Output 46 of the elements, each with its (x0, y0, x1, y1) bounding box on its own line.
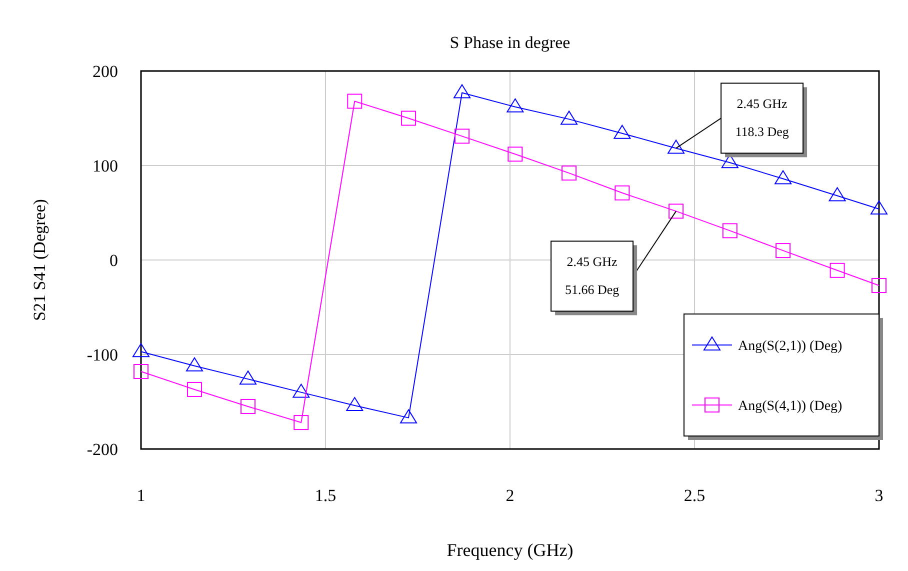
y-tick-label: 0 (110, 251, 118, 270)
point (614, 124, 631, 139)
point (668, 204, 684, 219)
point (508, 146, 523, 162)
point (454, 84, 471, 98)
point (347, 94, 362, 109)
x-tick-label: 1 (136, 486, 146, 505)
point (240, 370, 257, 385)
point (506, 98, 524, 112)
point (562, 166, 577, 181)
y-axis-title: S21 S41 (Degree) (30, 199, 49, 321)
point (346, 397, 364, 412)
y-tick-label: -100 (86, 346, 118, 364)
point (828, 187, 846, 202)
point (294, 415, 309, 430)
x-tick-label: 2.5 (684, 486, 706, 505)
x-tick-label: 3 (874, 486, 884, 505)
annotation: 2.45 GHz 118.3 Deg (735, 96, 790, 140)
point (870, 200, 888, 214)
point (774, 170, 792, 184)
point (132, 343, 150, 358)
point (722, 223, 738, 238)
point (401, 110, 416, 126)
point (614, 185, 630, 200)
point (240, 398, 256, 414)
point (292, 384, 310, 398)
point (186, 357, 204, 372)
y-tick-label: 100 (92, 156, 118, 176)
point (830, 262, 845, 278)
x-tick-label: 2 (506, 486, 514, 505)
legend-label: Ang(S(2,1)) (Deg) (738, 339, 843, 354)
point (776, 243, 791, 258)
point (187, 382, 202, 397)
chart-title: S Phase in degree (450, 33, 570, 52)
legend-label: Ang(S(4,1)) (Deg) (738, 399, 843, 414)
annotation: 2.45 GHz 51.66 Deg (564, 254, 620, 298)
point (668, 140, 685, 154)
point (872, 278, 886, 294)
point (134, 364, 148, 380)
x-tick-label: 1.5 (314, 486, 336, 505)
point (400, 409, 418, 424)
x-axis-title: Frequency (GHz) (446, 540, 574, 560)
point (560, 110, 578, 125)
y-tick-label: 200 (92, 62, 118, 81)
point (454, 128, 470, 144)
y-tick-label: -200 (86, 440, 118, 459)
